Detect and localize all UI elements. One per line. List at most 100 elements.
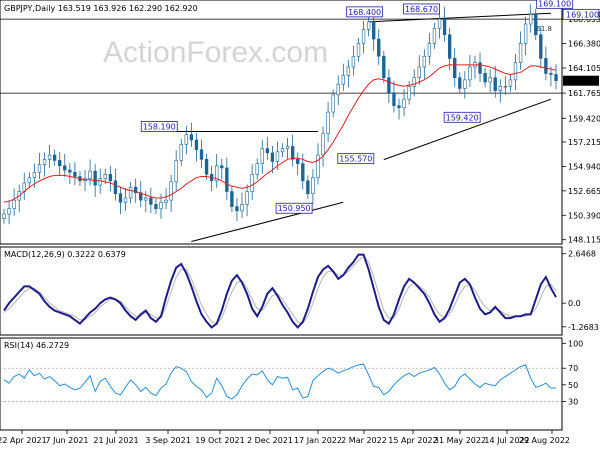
- price-y-tick-label: 159.420: [568, 114, 600, 123]
- x-tick-label: 2 Mar 2022: [341, 436, 387, 445]
- candle-body: [230, 191, 234, 207]
- candle-body: [341, 75, 345, 85]
- annotation-label: 158.190: [143, 123, 176, 132]
- annotation-box: [140, 121, 178, 132]
- candle-body: [453, 58, 457, 79]
- price-panel: ActionForex.com 158.190 150.950 168.400 168…: [0, 0, 574, 245]
- candle-body: [139, 192, 143, 201]
- annotation-label: 150.950: [278, 204, 311, 213]
- candle-body: [397, 105, 401, 109]
- candle-body: [164, 199, 168, 203]
- candle-body: [73, 171, 77, 177]
- candle-body: [402, 98, 406, 109]
- candle-body: [240, 204, 244, 212]
- candle-body: [539, 34, 543, 59]
- candle-body: [58, 160, 62, 167]
- candle-body: [392, 92, 396, 106]
- candle-body: [417, 66, 421, 79]
- candle-body: [98, 178, 102, 186]
- candle-body: [42, 159, 47, 165]
- candle-body: [549, 73, 553, 75]
- candle-body: [427, 43, 432, 57]
- candle-body: [513, 62, 518, 81]
- candle-body: [103, 174, 107, 179]
- candle-body: [296, 159, 300, 164]
- candle-body: [174, 160, 178, 183]
- candle-body: [32, 171, 37, 178]
- price-y-tick-label: 152.665: [568, 187, 600, 196]
- price-y-tick-label: 166.380: [568, 40, 600, 49]
- candle-body: [498, 85, 502, 91]
- current-price-label: 162.920: [566, 77, 599, 86]
- candle-body: [544, 58, 548, 74]
- annotation-box: [403, 3, 440, 15]
- candle-body: [412, 77, 416, 87]
- candle-body: [93, 170, 97, 186]
- candle-body: [432, 28, 437, 44]
- x-tick-label: 19 Oct 2021: [195, 436, 244, 445]
- candle-body: [118, 193, 123, 203]
- candle-body: [149, 197, 153, 205]
- candle-body: [377, 38, 381, 57]
- candle-body: [518, 43, 523, 63]
- candle-body: [528, 14, 533, 25]
- candle-body: [270, 152, 275, 162]
- candle-body: [37, 164, 42, 173]
- candle-body: [260, 148, 264, 164]
- candle-body: [301, 163, 305, 182]
- rsi-y-tick-label: 30: [568, 397, 578, 406]
- candle-body: [447, 34, 452, 59]
- candle-body: [290, 146, 295, 160]
- candle-body: [483, 73, 487, 83]
- annotation-label: 169.100: [538, 0, 571, 8]
- current-price-marker: [563, 75, 599, 86]
- rsi-series: [3, 363, 557, 400]
- candle-body: [235, 206, 239, 212]
- candle-body: [123, 197, 128, 203]
- candle-body: [68, 169, 72, 173]
- rsi-y-tick-label: 70: [568, 364, 578, 373]
- candle-body: [316, 154, 320, 178]
- moving-average-line: [3, 64, 557, 203]
- rsi-y-axis: 100 70 50 30: [562, 339, 583, 406]
- rsi-level-lines: [0, 367, 562, 402]
- moving-average-series: [3, 64, 557, 203]
- candle-body: [493, 77, 497, 91]
- candle-body: [63, 165, 67, 171]
- rsi-y-tick-label: 100: [568, 339, 583, 348]
- candle-body: [159, 201, 163, 210]
- candle-body: [382, 55, 386, 79]
- candle-body: [523, 23, 528, 44]
- macd-y-axis: 2.6468 0.0 -1.2683: [562, 250, 599, 332]
- annotation-box: [536, 0, 574, 9]
- candle-body: [199, 149, 204, 160]
- macd-series: [3, 253, 557, 329]
- price-y-tick-label: 148.115: [568, 236, 600, 245]
- candle-body: [52, 154, 57, 161]
- candle-body: [351, 55, 356, 68]
- candle-body: [7, 208, 11, 215]
- annotation-label: 159.420: [446, 113, 479, 122]
- fib-ratio-label: 61.8: [536, 25, 552, 33]
- candle-body: [321, 133, 325, 156]
- candle-body: [47, 154, 52, 160]
- annotation-label: 168.670: [405, 5, 438, 14]
- price-candles: [2, 4, 558, 225]
- candle-body: [508, 79, 513, 87]
- candle-body: [128, 186, 133, 199]
- annotation-label: 155.570: [339, 155, 372, 164]
- x-tick-label: 17 Jan 2022: [294, 436, 342, 445]
- x-tick-label: 21 Jul 2021: [93, 436, 138, 445]
- rising-trendline: [383, 98, 552, 161]
- candle-body: [108, 174, 113, 182]
- candle-body: [336, 83, 340, 96]
- candle-body: [331, 94, 335, 113]
- candle-body: [280, 148, 285, 153]
- candle-body: [407, 85, 411, 100]
- candle-body: [356, 43, 361, 57]
- candle-body: [265, 148, 270, 154]
- price-panel-header: GBPJPY,Daily 163.519 163.926 162.290 162…: [4, 4, 198, 13]
- candle-body: [144, 197, 148, 201]
- rsi-y-tick-label: 50: [568, 381, 578, 390]
